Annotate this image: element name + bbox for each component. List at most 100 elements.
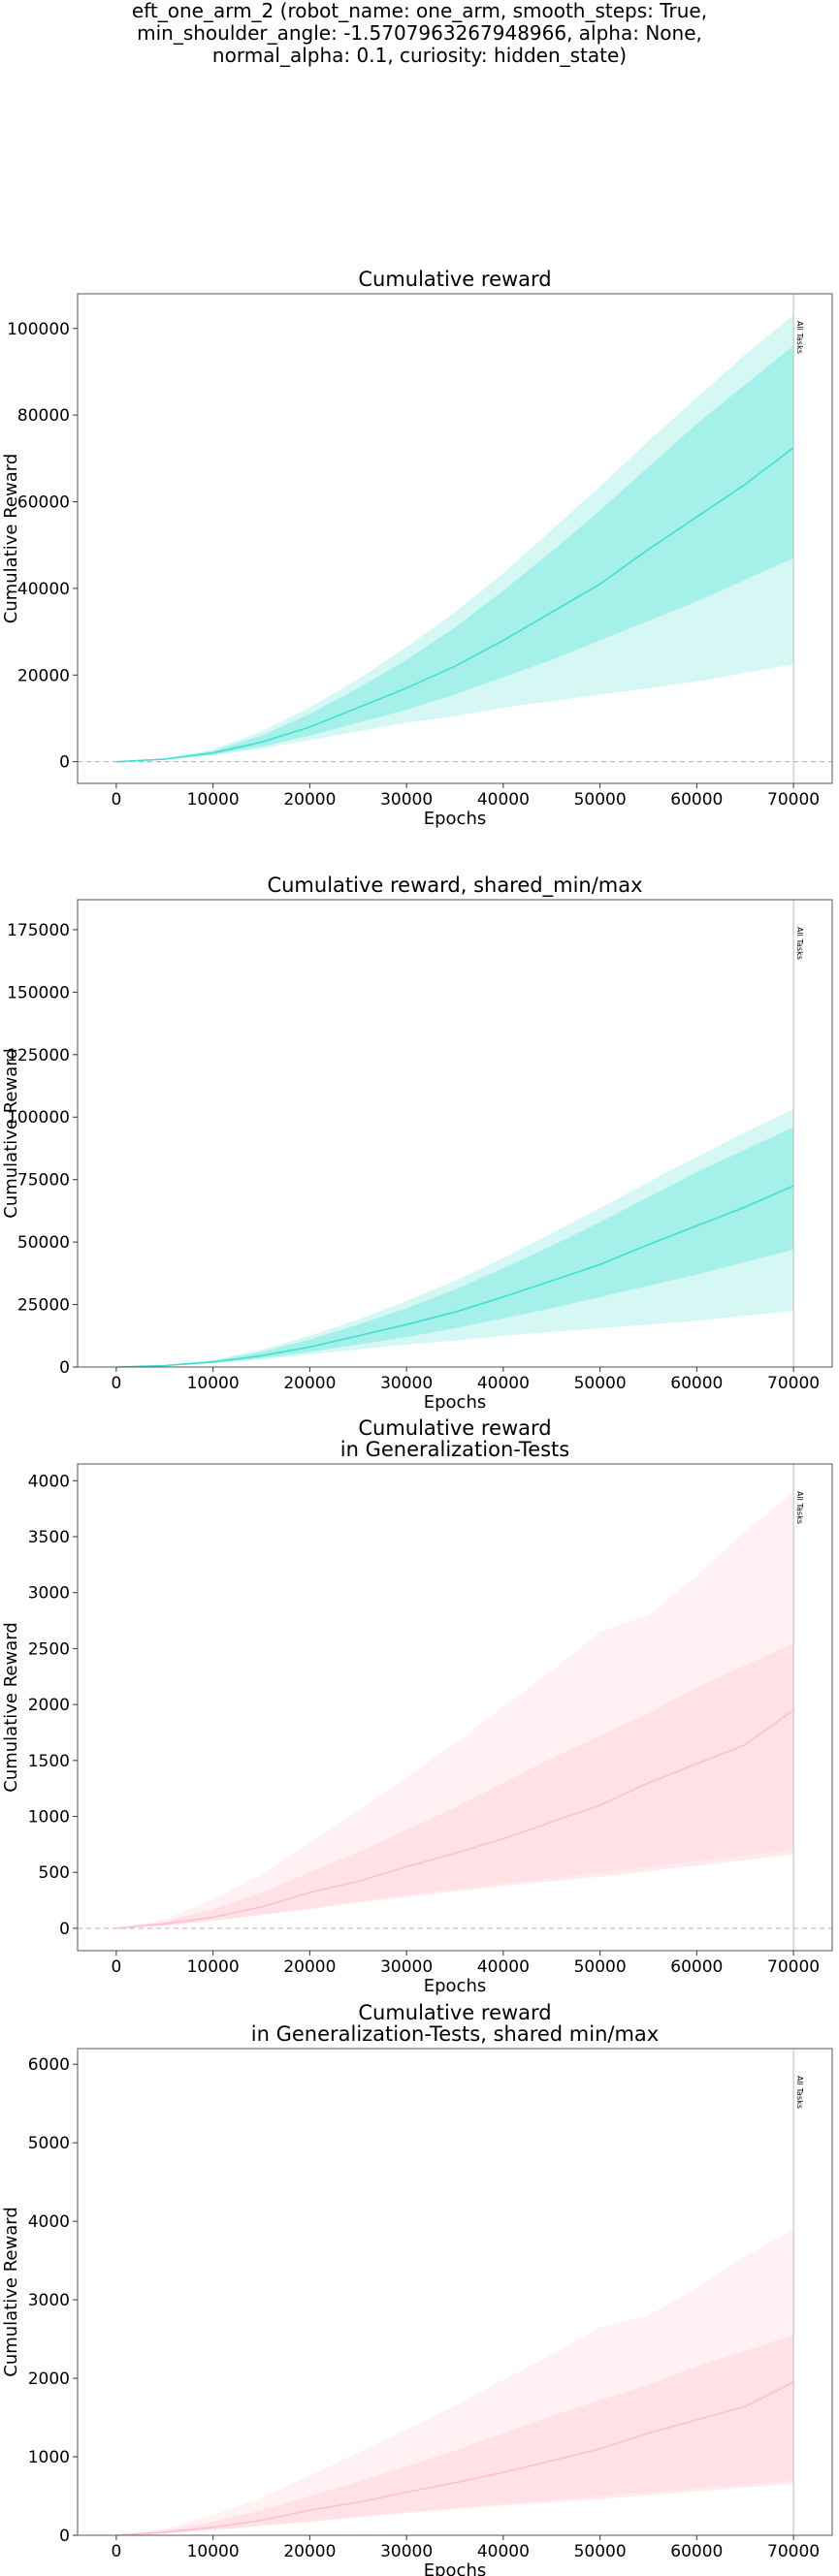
x-tick-label: 40000 bbox=[477, 2542, 530, 2561]
y-tick-label: 4000 bbox=[28, 1472, 70, 1491]
min-max-band bbox=[115, 2229, 794, 2535]
y-tick-label: 2000 bbox=[28, 2369, 70, 2389]
y-tick-label: 0 bbox=[59, 1920, 70, 1939]
x-tick-label: 40000 bbox=[477, 790, 530, 810]
vline-label: All Tasks bbox=[795, 927, 804, 960]
y-tick-label: 1000 bbox=[28, 1808, 70, 1828]
y-tick-label: 80000 bbox=[17, 406, 70, 426]
x-axis-label: Epochs bbox=[424, 809, 487, 829]
y-tick-label: 175000 bbox=[7, 921, 70, 940]
plot-frame bbox=[77, 1463, 833, 1952]
y-tick-label: 500 bbox=[39, 1863, 70, 1883]
y-tick-label: 0 bbox=[59, 753, 70, 773]
x-tick-label: 20000 bbox=[283, 2542, 336, 2561]
y-tick-label: 4000 bbox=[28, 2212, 70, 2232]
x-tick-label: 0 bbox=[111, 2542, 121, 2561]
x-axis-label: Epochs bbox=[424, 1976, 487, 1996]
x-tick-label: 50000 bbox=[574, 1374, 627, 1393]
y-tick-label: 100000 bbox=[7, 320, 70, 339]
y-tick-label: 20000 bbox=[17, 666, 70, 685]
y-tick-label: 3000 bbox=[28, 1584, 70, 1604]
mean-line bbox=[115, 1709, 794, 1929]
y-tick-label: 40000 bbox=[17, 580, 70, 599]
std-band bbox=[115, 1127, 794, 1367]
x-tick-label: 50000 bbox=[574, 790, 627, 810]
chart-title: Cumulative reward bbox=[358, 1416, 551, 1440]
x-tick-label: 30000 bbox=[380, 2542, 433, 2561]
vline-label: All Tasks bbox=[795, 321, 804, 354]
chart-title: Cumulative reward, shared_min/max bbox=[267, 874, 642, 898]
y-tick-label: 150000 bbox=[7, 983, 70, 1002]
std-band bbox=[115, 345, 794, 762]
min-max-band bbox=[115, 1109, 794, 1367]
x-tick-label: 50000 bbox=[574, 1957, 627, 1977]
y-tick-label: 2000 bbox=[28, 1696, 70, 1715]
y-axis-label: Cumulative Reward bbox=[1, 454, 21, 624]
chart-title: in Generalization-Tests, shared min/max bbox=[251, 2022, 659, 2046]
chart-title: Cumulative reward bbox=[358, 268, 551, 291]
y-tick-label: 3000 bbox=[28, 2291, 70, 2310]
x-tick-label: 70000 bbox=[767, 790, 820, 810]
x-axis-label: Epochs bbox=[424, 1392, 487, 1413]
chart-panel: Cumulative reward, shared_min/max All Tas… bbox=[1, 874, 833, 1413]
figure-title: eft_one_arm_2 (robot_name: one_arm, smoo… bbox=[0, 0, 839, 67]
x-axis-label: Epochs bbox=[424, 2560, 487, 2576]
vline-label: All Tasks bbox=[795, 1491, 804, 1524]
figure-title-line: eft_one_arm_2 (robot_name: one_arm, smoo… bbox=[131, 0, 708, 22]
x-tick-label: 30000 bbox=[380, 790, 433, 810]
plot-frame bbox=[77, 899, 833, 1368]
x-tick-label: 0 bbox=[111, 1957, 121, 1977]
x-tick-label: 10000 bbox=[187, 790, 240, 810]
y-tick-label: 5000 bbox=[28, 2134, 70, 2153]
y-tick-label: 125000 bbox=[7, 1046, 70, 1065]
x-tick-label: 60000 bbox=[670, 2542, 723, 2561]
y-tick-label: 100000 bbox=[7, 1108, 70, 1128]
x-tick-label: 10000 bbox=[187, 1374, 240, 1393]
figure-title-line: min_shoulder_angle: -1.5707963267948966,… bbox=[137, 21, 702, 45]
x-tick-label: 50000 bbox=[574, 2542, 627, 2561]
y-tick-label: 25000 bbox=[17, 1296, 70, 1316]
y-tick-label: 2500 bbox=[28, 1639, 70, 1659]
y-tick-label: 50000 bbox=[17, 1233, 70, 1253]
x-tick-label: 60000 bbox=[670, 1957, 723, 1977]
y-tick-label: 0 bbox=[59, 2527, 70, 2546]
x-tick-label: 20000 bbox=[283, 1374, 336, 1393]
vline-label: All Tasks bbox=[795, 2076, 804, 2109]
x-tick-label: 60000 bbox=[670, 1374, 723, 1393]
y-axis-label: Cumulative Reward bbox=[1, 1048, 21, 1219]
y-tick-label: 1500 bbox=[28, 1752, 70, 1771]
x-tick-label: 0 bbox=[111, 1374, 121, 1393]
plot-frame bbox=[77, 2048, 833, 2536]
x-tick-label: 40000 bbox=[477, 1957, 530, 1977]
figure-title-line: normal_alpha: 0.1, curiosity: hidden_sta… bbox=[211, 44, 628, 67]
mean-line bbox=[115, 2381, 794, 2536]
y-axis-label: Cumulative Reward bbox=[1, 2207, 21, 2377]
mean-line bbox=[115, 1185, 794, 1368]
x-tick-label: 30000 bbox=[380, 1957, 433, 1977]
x-tick-label: 70000 bbox=[767, 2542, 820, 2561]
chart-title: Cumulative reward bbox=[358, 2001, 551, 2024]
y-tick-label: 1000 bbox=[28, 2448, 70, 2467]
y-tick-label: 3500 bbox=[28, 1528, 70, 1547]
x-tick-label: 10000 bbox=[187, 2542, 240, 2561]
x-tick-label: 30000 bbox=[380, 1374, 433, 1393]
x-tick-label: 40000 bbox=[477, 1374, 530, 1393]
x-tick-label: 70000 bbox=[767, 1957, 820, 1977]
y-tick-label: 60000 bbox=[17, 493, 70, 513]
min-max-band bbox=[115, 1491, 794, 1928]
chart-title: in Generalization-Tests bbox=[340, 1438, 569, 1461]
y-tick-label: 6000 bbox=[28, 2055, 70, 2075]
x-tick-label: 0 bbox=[111, 790, 121, 810]
plot-frame bbox=[77, 293, 833, 784]
y-tick-label: 0 bbox=[59, 1358, 70, 1378]
chart-panel: Cumulative reward All Tasks 0 10000 20000 300… bbox=[1, 268, 833, 829]
min-max-band bbox=[115, 315, 794, 762]
y-axis-label: Cumulative Reward bbox=[1, 1622, 21, 1793]
x-tick-label: 60000 bbox=[670, 790, 723, 810]
x-tick-label: 20000 bbox=[283, 790, 336, 810]
x-tick-label: 70000 bbox=[767, 1374, 820, 1393]
mean-line bbox=[115, 447, 794, 763]
